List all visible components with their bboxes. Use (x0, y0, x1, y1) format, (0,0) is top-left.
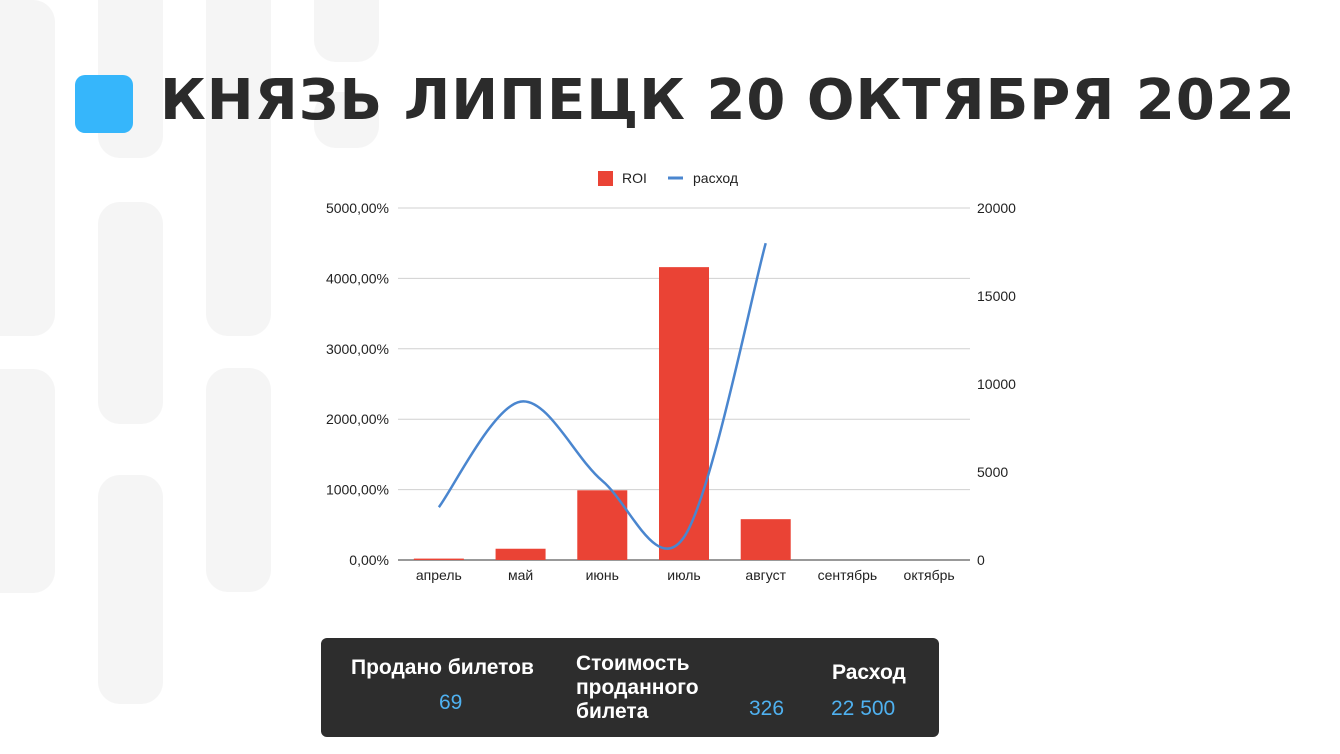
y-left-tick-label: 1000,00% (326, 482, 389, 498)
x-tick-label: август (745, 567, 786, 583)
ticket-cost-label-line-2: проданного (576, 676, 699, 699)
background-shape (314, 0, 379, 62)
background-shape (206, 0, 271, 336)
ticket-cost-label-line-1: Стоимость (576, 652, 690, 675)
y-left-tick-label: 2000,00% (326, 411, 389, 427)
roi-bar (659, 267, 709, 560)
background-shape (98, 475, 163, 704)
x-tick-label: октябрь (904, 567, 955, 583)
roi-bar (413, 558, 464, 560)
x-tick-label: июль (667, 567, 700, 583)
roi-bar (495, 548, 546, 560)
x-tick-label: апрель (416, 567, 462, 583)
y-right-tick-label: 0 (977, 552, 985, 568)
legend-label-expense: расход (693, 170, 738, 186)
y-left-tick-label: 0,00% (349, 552, 389, 568)
background-shape (0, 369, 55, 593)
background-shape (314, 92, 379, 148)
y-left-tick-label: 5000,00% (326, 200, 389, 216)
background-shape (98, 202, 163, 424)
stats-panel: Продано билетов 69 Стоимость проданного … (321, 638, 939, 737)
expense-value: 22 500 (831, 697, 896, 720)
tickets-sold-label: Продано билетов (351, 656, 534, 679)
combo-chart: 0,00% 1000,00% 2000,00% 3000,00% 4000,00% 500… (326, 170, 1016, 583)
y-right-tick-label: 20000 (977, 200, 1016, 216)
y-left-tick-label: 4000,00% (326, 270, 389, 286)
background-shape (0, 0, 55, 336)
ticket-cost-label-line-3: билета (576, 700, 649, 723)
expense-line (437, 242, 767, 550)
y-right-tick-label: 5000 (977, 464, 1008, 480)
y-left-tick-label: 3000,00% (326, 341, 389, 357)
title-accent-square (75, 75, 133, 133)
roi-bar (577, 490, 628, 560)
ticket-cost-value: 326 (749, 697, 785, 720)
x-tick-label: июнь (586, 567, 619, 583)
y-right-tick-label: 15000 (977, 288, 1016, 304)
y-right-tick-label: 10000 (977, 376, 1016, 392)
page-title: КНЯЗЬ ЛИПЕЦК 20 ОКТЯБРЯ 2022 (160, 68, 1296, 133)
expense-label: Расход (832, 661, 906, 684)
x-tick-label: май (508, 567, 533, 583)
legend-swatch-roi (598, 171, 613, 186)
background-shape (206, 368, 271, 592)
x-tick-label: сентябрь (818, 567, 878, 583)
legend-label-roi: ROI (622, 170, 647, 186)
tickets-sold-value: 69 (439, 691, 463, 714)
roi-bar (740, 519, 791, 560)
